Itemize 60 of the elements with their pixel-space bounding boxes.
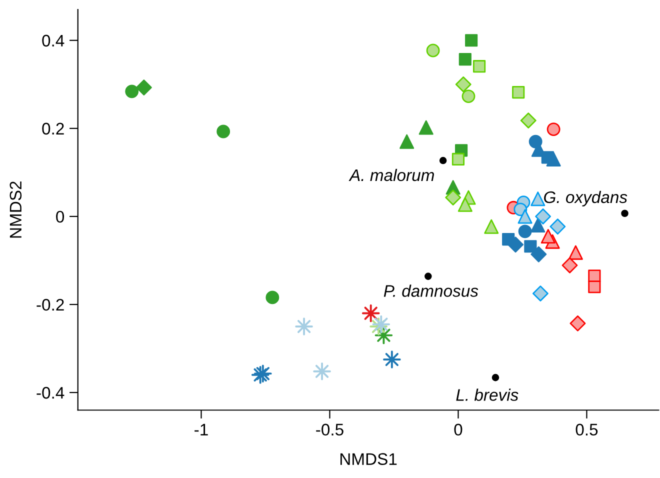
point [216, 124, 230, 138]
point [462, 90, 476, 103]
point [424, 272, 432, 280]
point [484, 219, 499, 234]
point [568, 245, 583, 260]
point [570, 315, 586, 332]
y-tick-label: 0 [56, 210, 64, 223]
point [125, 84, 139, 98]
point [621, 210, 628, 218]
point [400, 134, 414, 149]
y-tick-label: -0.4 [36, 386, 64, 399]
point [541, 151, 554, 164]
point [295, 318, 313, 336]
point [313, 362, 331, 380]
x-tick-label: 0.5 [576, 424, 598, 436]
point [362, 304, 380, 322]
point [588, 280, 601, 294]
point [445, 190, 462, 206]
point [439, 156, 447, 164]
point [455, 76, 472, 92]
annotation: G. oxydans [544, 190, 628, 206]
point [473, 60, 486, 73]
y-tick-label: 0.4 [42, 34, 64, 47]
point [518, 209, 532, 224]
annotation: L. brevis [456, 388, 518, 401]
x-tick-label: -0.5 [316, 424, 344, 436]
point [266, 290, 280, 304]
point [458, 197, 472, 212]
point [530, 192, 546, 206]
point [524, 240, 537, 253]
point [540, 228, 556, 244]
point [251, 366, 270, 384]
point [383, 350, 401, 368]
point [492, 374, 500, 382]
x-tick-label: -1 [194, 424, 208, 436]
point [535, 208, 552, 224]
point [546, 122, 560, 136]
point [465, 34, 478, 47]
point [458, 53, 472, 66]
x-tick-label: 0 [454, 424, 462, 436]
annotation: P. damnosus [384, 284, 478, 297]
point [508, 236, 524, 253]
point [418, 120, 434, 135]
point [550, 218, 566, 235]
point [372, 315, 390, 334]
y-tick-label: -0.2 [36, 298, 64, 311]
point [136, 79, 152, 96]
point [426, 44, 440, 58]
y-tick-label: 0.2 [42, 122, 64, 135]
point [520, 112, 536, 128]
point [530, 246, 547, 262]
x-axis-title: NMDS1 [340, 453, 397, 465]
point [562, 257, 578, 274]
point [532, 286, 548, 302]
point [518, 224, 532, 238]
annotation: A. malorum [348, 168, 434, 182]
y-axis-title: NMDS2 [10, 182, 22, 238]
point [530, 218, 546, 233]
point [512, 86, 525, 99]
point [452, 152, 465, 166]
